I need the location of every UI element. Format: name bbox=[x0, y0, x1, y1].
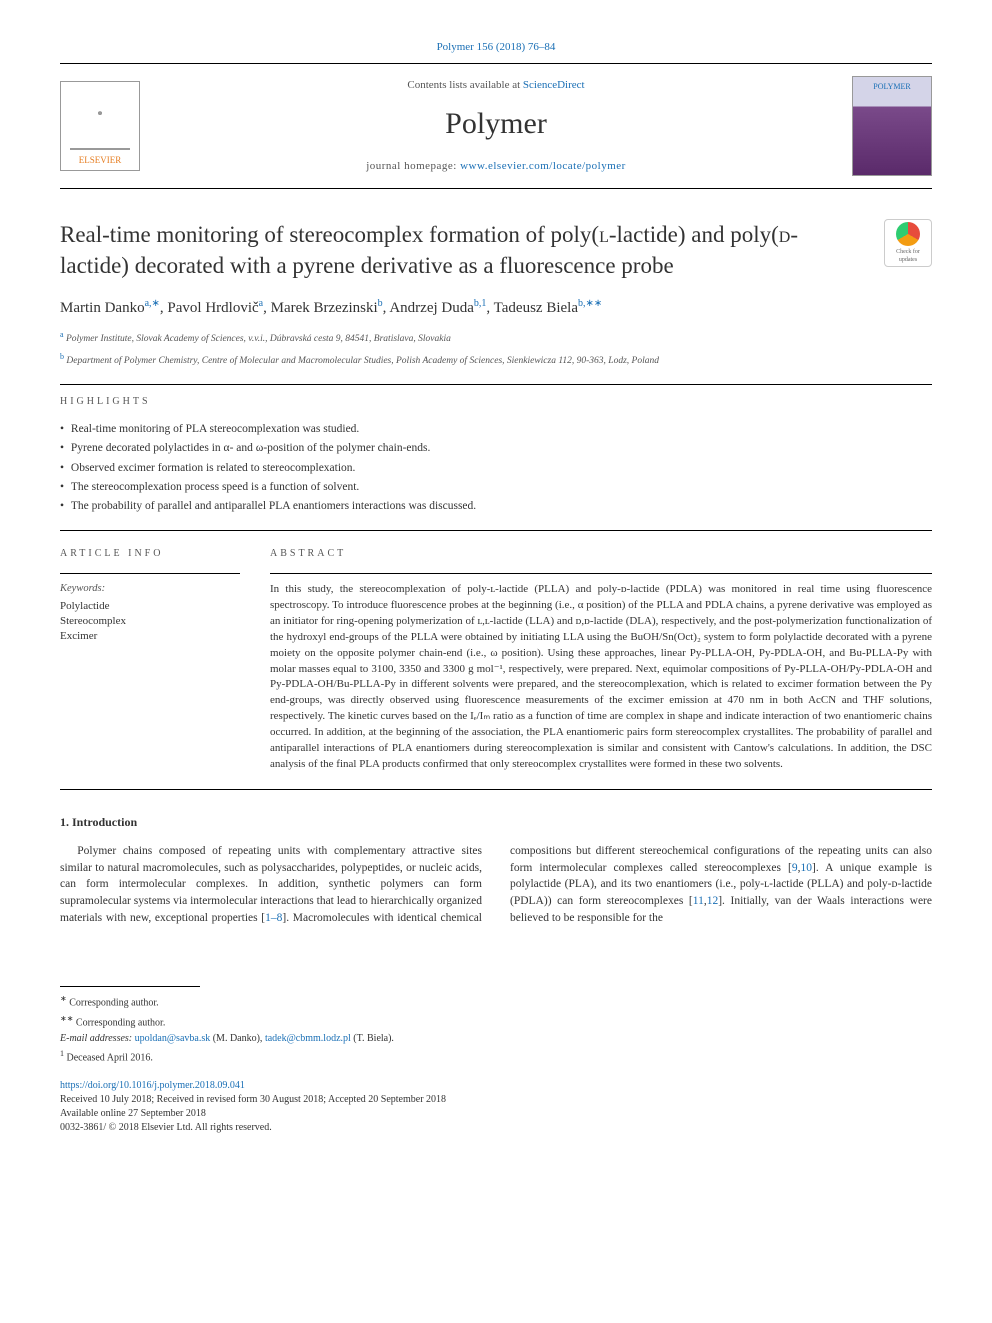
elsevier-tree-icon bbox=[70, 90, 130, 150]
authors-list: Martin Dankoa,∗, Pavol Hrdloviča, Marek … bbox=[60, 297, 932, 319]
affil-a-text: Polymer Institute, Slovak Academy of Sci… bbox=[66, 335, 451, 345]
highlight-item: Real-time monitoring of PLA stereocomple… bbox=[60, 421, 932, 437]
footer-divider bbox=[60, 986, 200, 987]
author-5: Tadeusz Biela bbox=[494, 300, 578, 316]
elsevier-label: ELSEVIER bbox=[79, 154, 122, 167]
journal-name: Polymer bbox=[140, 103, 852, 145]
abstract-heading: ABSTRACT bbox=[270, 547, 932, 561]
corresponding-1: ∗ Corresponding author. bbox=[60, 993, 932, 1010]
ref-link[interactable]: 1–8 bbox=[265, 912, 282, 924]
deceased-sup: 1 bbox=[60, 1049, 64, 1058]
affil-b-sup: b bbox=[60, 352, 64, 361]
sciencedirect-link[interactable]: ScienceDirect bbox=[523, 79, 585, 91]
intro-text: Polymer chains composed of repeating uni… bbox=[60, 845, 482, 907]
email-link[interactable]: tadek@cbmm.lodz.pl bbox=[265, 1033, 351, 1044]
affiliation-a: a Polymer Institute, Slovak Academy of S… bbox=[60, 329, 932, 346]
check-updates-line2: updates bbox=[899, 256, 917, 264]
elsevier-logo: ELSEVIER bbox=[60, 81, 140, 171]
introduction-section: 1. Introduction Polymer chains composed … bbox=[60, 814, 932, 926]
author-1-sup: a,∗ bbox=[145, 298, 160, 309]
copyright-line: 0032-3861/ © 2018 Elsevier Ltd. All righ… bbox=[60, 1121, 932, 1135]
citation-link[interactable]: Polymer 156 (2018) 76–84 bbox=[60, 40, 932, 55]
doi-link[interactable]: https://doi.org/10.1016/j.polymer.2018.0… bbox=[60, 1079, 932, 1093]
highlights-list: Real-time monitoring of PLA stereocomple… bbox=[60, 421, 932, 513]
email-link[interactable]: upoldan@savba.sk bbox=[135, 1033, 211, 1044]
contents-prefix: Contents lists available at bbox=[407, 79, 522, 91]
ref-link[interactable]: 11 bbox=[693, 895, 704, 907]
affil-b-text: Department of Polymer Chemistry, Centre … bbox=[66, 356, 659, 366]
check-updates-badge[interactable]: Check for updates bbox=[884, 219, 932, 267]
divider bbox=[60, 573, 240, 574]
title-row: Real-time monitoring of stereocomplex fo… bbox=[60, 219, 932, 281]
highlight-item: Pyrene decorated polylactides in α- and … bbox=[60, 440, 932, 456]
journal-cover-thumbnail: POLYMER bbox=[852, 76, 932, 176]
email-who: (M. Danko), bbox=[210, 1033, 265, 1044]
ref-link[interactable]: 10 bbox=[801, 862, 813, 874]
doi-block: https://doi.org/10.1016/j.polymer.2018.0… bbox=[60, 1079, 932, 1135]
author-2-sup: a bbox=[259, 298, 263, 309]
author-3: Marek Brzezinski bbox=[271, 300, 378, 316]
corresponding-2: ∗∗ Corresponding author. bbox=[60, 1013, 932, 1030]
author-1: Martin Danko bbox=[60, 300, 145, 316]
author-3-sup: b bbox=[378, 298, 383, 309]
intro-heading: 1. Introduction bbox=[60, 814, 932, 831]
divider bbox=[60, 530, 932, 531]
corr-sup: ∗∗ bbox=[60, 1014, 73, 1023]
keyword: Stereocomplex bbox=[60, 614, 240, 629]
title-sc2: d bbox=[779, 222, 791, 247]
email-who: (T. Biela). bbox=[351, 1033, 394, 1044]
check-updates-line1: Check for bbox=[896, 248, 920, 256]
affil-a-sup: a bbox=[60, 330, 64, 339]
highlights-heading: HIGHLIGHTS bbox=[60, 395, 932, 409]
article-title: Real-time monitoring of stereocomplex fo… bbox=[60, 219, 884, 281]
article-info-heading: ARTICLE INFO bbox=[60, 547, 240, 561]
keywords-label: Keywords: bbox=[60, 582, 240, 597]
divider bbox=[60, 384, 932, 385]
author-2: Pavol Hrdlovič bbox=[167, 300, 258, 316]
email-line: E-mail addresses: upoldan@savba.sk (M. D… bbox=[60, 1032, 932, 1046]
corr-sup: ∗ bbox=[60, 994, 67, 1003]
ref-link[interactable]: 12 bbox=[707, 895, 719, 907]
header-center: Contents lists available at ScienceDirec… bbox=[140, 78, 852, 175]
journal-header: ELSEVIER Contents lists available at Sci… bbox=[60, 63, 932, 189]
email-label: E-mail addresses: bbox=[60, 1033, 135, 1044]
author-4: Andrzej Duda bbox=[389, 300, 474, 316]
abstract-column: ABSTRACT In this study, the stereocomple… bbox=[270, 547, 932, 773]
author-4-sup: b,1 bbox=[474, 298, 487, 309]
footer-block: ∗ Corresponding author. ∗∗ Corresponding… bbox=[60, 986, 932, 1135]
highlight-item: Observed excimer formation is related to… bbox=[60, 460, 932, 476]
homepage-link[interactable]: www.elsevier.com/locate/polymer bbox=[460, 160, 626, 172]
author-5-sup: b,∗∗ bbox=[578, 298, 602, 309]
title-part2: -lactide) and poly( bbox=[609, 222, 779, 247]
highlight-item: The stereocomplexation process speed is … bbox=[60, 479, 932, 495]
info-abstract-row: ARTICLE INFO Keywords: Polylactide Stere… bbox=[60, 547, 932, 773]
divider bbox=[270, 573, 932, 574]
cover-label: POLYMER bbox=[873, 81, 910, 92]
title-part1: Real-time monitoring of stereocomplex fo… bbox=[60, 222, 599, 247]
corr-text: Corresponding author. bbox=[69, 998, 158, 1009]
homepage-prefix: journal homepage: bbox=[366, 160, 460, 172]
intro-body: Polymer chains composed of repeating uni… bbox=[60, 843, 932, 926]
intro-paragraph: Polymer chains composed of repeating uni… bbox=[60, 843, 932, 926]
available-line: Available online 27 September 2018 bbox=[60, 1107, 932, 1121]
keyword: Excimer bbox=[60, 629, 240, 644]
highlight-item: The probability of parallel and antipara… bbox=[60, 498, 932, 514]
keyword: Polylactide bbox=[60, 599, 240, 614]
article-info-column: ARTICLE INFO Keywords: Polylactide Stere… bbox=[60, 547, 240, 773]
received-line: Received 10 July 2018; Received in revis… bbox=[60, 1093, 932, 1107]
deceased-note: 1 Deceased April 2016. bbox=[60, 1048, 932, 1065]
divider bbox=[60, 789, 932, 790]
check-updates-icon bbox=[896, 222, 920, 246]
title-sc1: l bbox=[599, 222, 609, 247]
contents-line: Contents lists available at ScienceDirec… bbox=[140, 78, 852, 93]
affiliation-b: b Department of Polymer Chemistry, Centr… bbox=[60, 351, 932, 368]
abstract-text: In this study, the stereocomplexation of… bbox=[270, 582, 932, 773]
corr-text: Corresponding author. bbox=[76, 1017, 165, 1028]
homepage-line: journal homepage: www.elsevier.com/locat… bbox=[140, 159, 852, 174]
deceased-text: Deceased April 2016. bbox=[67, 1052, 153, 1063]
